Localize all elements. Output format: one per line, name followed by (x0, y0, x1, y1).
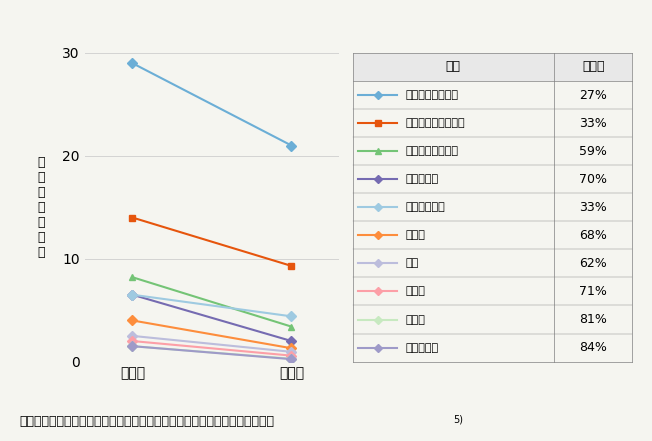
Text: アトピー性皮膚炎: アトピー性皮膚炎 (406, 146, 459, 156)
Text: 68%: 68% (580, 229, 607, 242)
Y-axis label: 有
病
割
合
（
％
）: 有 病 割 合 （ ％ ） (38, 156, 45, 259)
Text: 関節炎: 関節炎 (406, 230, 426, 240)
Text: 5): 5) (453, 414, 463, 424)
Text: 84%: 84% (580, 341, 607, 354)
Text: アレルギー性結膜炎: アレルギー性結膜炎 (406, 118, 466, 128)
Text: 改善率: 改善率 (582, 60, 604, 74)
Text: 81%: 81% (580, 313, 607, 326)
Text: 気管支喘息: 気管支喘息 (406, 174, 439, 184)
Text: 62%: 62% (580, 257, 607, 270)
Text: 糖尿病: 糖尿病 (406, 287, 426, 296)
Text: 疾病: 疾病 (446, 60, 461, 74)
Text: 断熱性能の高い省エネ住宅転居後の有病割合の改善効果（全国１万軒調査）: 断熱性能の高い省エネ住宅転居後の有病割合の改善効果（全国１万軒調査） (20, 415, 274, 428)
Text: アレルギー性鼻炎: アレルギー性鼻炎 (406, 90, 459, 100)
Text: 33%: 33% (580, 116, 607, 130)
Text: 59%: 59% (580, 145, 607, 157)
Text: 33%: 33% (580, 201, 607, 214)
Text: 71%: 71% (580, 285, 607, 298)
Text: 肺炎: 肺炎 (406, 258, 419, 269)
Text: 心疾患: 心疾患 (406, 314, 426, 325)
Text: 高血圧性疾患: 高血圧性疾患 (406, 202, 445, 212)
Text: 70%: 70% (579, 173, 607, 186)
Bar (353, 53, 632, 81)
Text: 脳血管疾患: 脳血管疾患 (406, 343, 439, 353)
Text: 27%: 27% (580, 89, 607, 101)
